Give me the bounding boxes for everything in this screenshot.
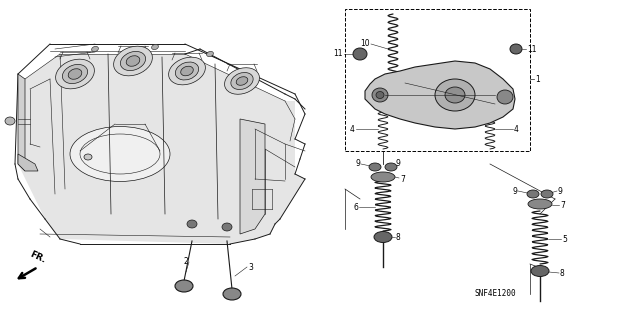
Ellipse shape: [56, 59, 94, 89]
Text: 8: 8: [396, 233, 401, 241]
Text: 11: 11: [527, 44, 536, 54]
Ellipse shape: [541, 190, 553, 198]
Bar: [345, 9, 530, 151]
Ellipse shape: [376, 92, 384, 99]
Ellipse shape: [92, 46, 99, 52]
Ellipse shape: [126, 56, 140, 66]
Ellipse shape: [510, 44, 522, 54]
Ellipse shape: [68, 69, 82, 79]
Ellipse shape: [528, 199, 552, 209]
Text: 10: 10: [360, 40, 370, 48]
Text: 5: 5: [562, 234, 567, 243]
Ellipse shape: [222, 223, 232, 231]
Text: 3: 3: [248, 263, 253, 271]
Ellipse shape: [114, 46, 152, 76]
Ellipse shape: [168, 57, 205, 85]
Ellipse shape: [531, 265, 549, 277]
Ellipse shape: [527, 190, 539, 198]
Text: 8: 8: [560, 270, 564, 278]
Text: 9: 9: [395, 160, 400, 168]
Ellipse shape: [187, 220, 197, 228]
Polygon shape: [365, 61, 515, 129]
Ellipse shape: [435, 79, 475, 111]
Ellipse shape: [445, 87, 465, 103]
Ellipse shape: [497, 90, 513, 104]
Text: SNF4E1200: SNF4E1200: [474, 290, 516, 299]
Ellipse shape: [175, 280, 193, 292]
Ellipse shape: [223, 288, 241, 300]
Text: 9: 9: [355, 160, 360, 168]
Polygon shape: [240, 119, 265, 234]
Ellipse shape: [236, 77, 248, 85]
Ellipse shape: [369, 163, 381, 171]
Text: 7: 7: [560, 202, 565, 211]
Ellipse shape: [180, 66, 193, 76]
Text: 4: 4: [350, 124, 355, 133]
Ellipse shape: [371, 172, 395, 182]
Text: 6: 6: [353, 203, 358, 211]
Ellipse shape: [353, 48, 367, 60]
Ellipse shape: [374, 232, 392, 242]
Ellipse shape: [231, 72, 253, 90]
Ellipse shape: [372, 88, 388, 102]
Text: 4: 4: [514, 124, 519, 133]
Text: 1: 1: [535, 75, 540, 84]
Ellipse shape: [63, 64, 88, 84]
Text: FR.: FR.: [28, 250, 47, 265]
Text: 11: 11: [333, 49, 343, 58]
Text: 9: 9: [512, 187, 517, 196]
Ellipse shape: [225, 68, 259, 94]
Ellipse shape: [385, 163, 397, 171]
Ellipse shape: [207, 51, 213, 57]
Ellipse shape: [70, 127, 170, 182]
Ellipse shape: [152, 44, 158, 50]
Text: 7: 7: [400, 174, 405, 183]
Ellipse shape: [84, 154, 92, 160]
Ellipse shape: [175, 62, 198, 80]
Text: 2: 2: [183, 257, 188, 266]
Polygon shape: [18, 54, 305, 244]
Polygon shape: [18, 74, 25, 171]
Text: 9: 9: [558, 187, 563, 196]
Ellipse shape: [5, 117, 15, 125]
Polygon shape: [18, 154, 38, 171]
Ellipse shape: [120, 51, 145, 70]
